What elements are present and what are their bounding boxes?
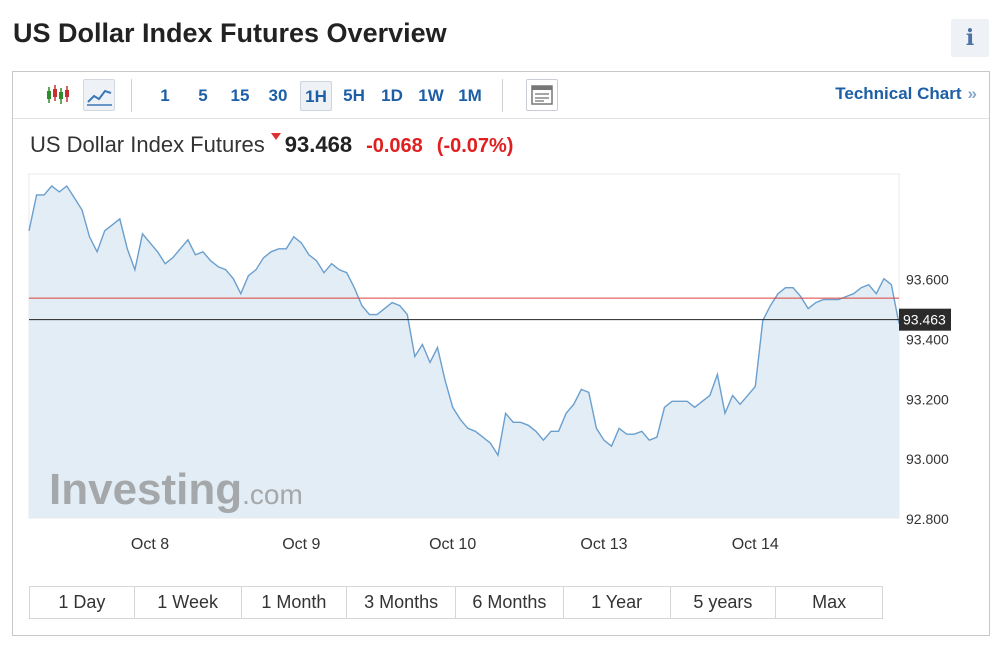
- range-button-1-year[interactable]: 1 Year: [564, 587, 671, 618]
- area-fill: [29, 186, 899, 518]
- x-tick-label: Oct 9: [282, 536, 320, 552]
- toolbar-separator: [502, 79, 503, 112]
- line-chart-icon[interactable]: [83, 79, 115, 111]
- page-title: US Dollar Index Futures Overview: [13, 18, 447, 48]
- chart-panel: 1 5 15 30 1H 5H 1D 1W 1M Technical Chart…: [12, 71, 990, 636]
- toolbar-separator: [131, 79, 132, 112]
- watermark-suffix: .com: [242, 479, 303, 510]
- instrument-name: US Dollar Index Futures: [30, 132, 265, 157]
- x-tick-label: Oct 13: [580, 536, 627, 552]
- y-tick-label: 93.600: [906, 272, 949, 288]
- candlestick-icon[interactable]: [41, 79, 73, 111]
- technical-chart-link[interactable]: Technical Chart »: [835, 84, 977, 104]
- y-tick-label: 93.200: [906, 391, 949, 407]
- range-button-1-day[interactable]: 1 Day: [30, 587, 135, 618]
- last-price-tag: [899, 308, 951, 331]
- chart-toolbar: 1 5 15 30 1H 5H 1D 1W 1M Technical Chart…: [13, 72, 989, 119]
- interval-1m[interactable]: 1M: [458, 86, 482, 105]
- interval-15[interactable]: 15: [230, 86, 250, 105]
- interval-5h[interactable]: 5H: [343, 86, 365, 105]
- interval-1d[interactable]: 1D: [381, 86, 403, 105]
- range-button-3-months[interactable]: 3 Months: [347, 587, 456, 618]
- interval-1[interactable]: 1: [160, 86, 170, 105]
- x-tick-label: Oct 8: [131, 536, 169, 552]
- range-button-6-months[interactable]: 6 Months: [456, 587, 564, 618]
- x-tick-label: Oct 14: [732, 536, 779, 552]
- y-tick-label: 92.800: [906, 511, 949, 527]
- last-price: 93.468: [284, 132, 353, 157]
- news-panel-icon[interactable]: [526, 79, 558, 111]
- quote-header: US Dollar Index Futures 93.468 -0.068 (-0.0…: [30, 132, 513, 162]
- range-button-1-week[interactable]: 1 Week: [135, 587, 242, 618]
- x-tick-label: Oct 10: [429, 536, 476, 552]
- price-chart[interactable]: 93.600 93.400 93.200 93.000 92.800 93.463 Oct …: [13, 172, 989, 552]
- double-chevron-right-icon: »: [967, 84, 977, 103]
- interval-5[interactable]: 5: [198, 86, 208, 105]
- y-tick-label: 93.000: [906, 451, 949, 467]
- range-button-max[interactable]: Max: [812, 592, 847, 612]
- interval-1w[interactable]: 1W: [418, 86, 444, 105]
- technical-chart-label: Technical Chart: [835, 84, 962, 103]
- price-line: [28, 184, 900, 458]
- price-change: -0.068: [366, 135, 423, 157]
- interval-1h[interactable]: 1H: [300, 81, 332, 111]
- time-range-selector: 1 Day 1 Week 1 Month 3 Months 6 Months 1 Year…: [29, 586, 883, 619]
- info-button[interactable]: i: [951, 19, 989, 57]
- y-tick-label: 93.400: [906, 332, 949, 348]
- watermark-brand: Investing: [49, 465, 242, 514]
- investing-watermark: Investing.com: [49, 465, 303, 514]
- last-price-tag-label: 93.463: [903, 312, 946, 328]
- price-change-percent: (-0.07%): [436, 135, 514, 157]
- interval-30[interactable]: 30: [268, 86, 288, 105]
- range-button-5-years[interactable]: 5 years: [671, 587, 777, 618]
- down-arrow-icon: [270, 133, 281, 140]
- range-button-1-month[interactable]: 1 Month: [242, 587, 348, 618]
